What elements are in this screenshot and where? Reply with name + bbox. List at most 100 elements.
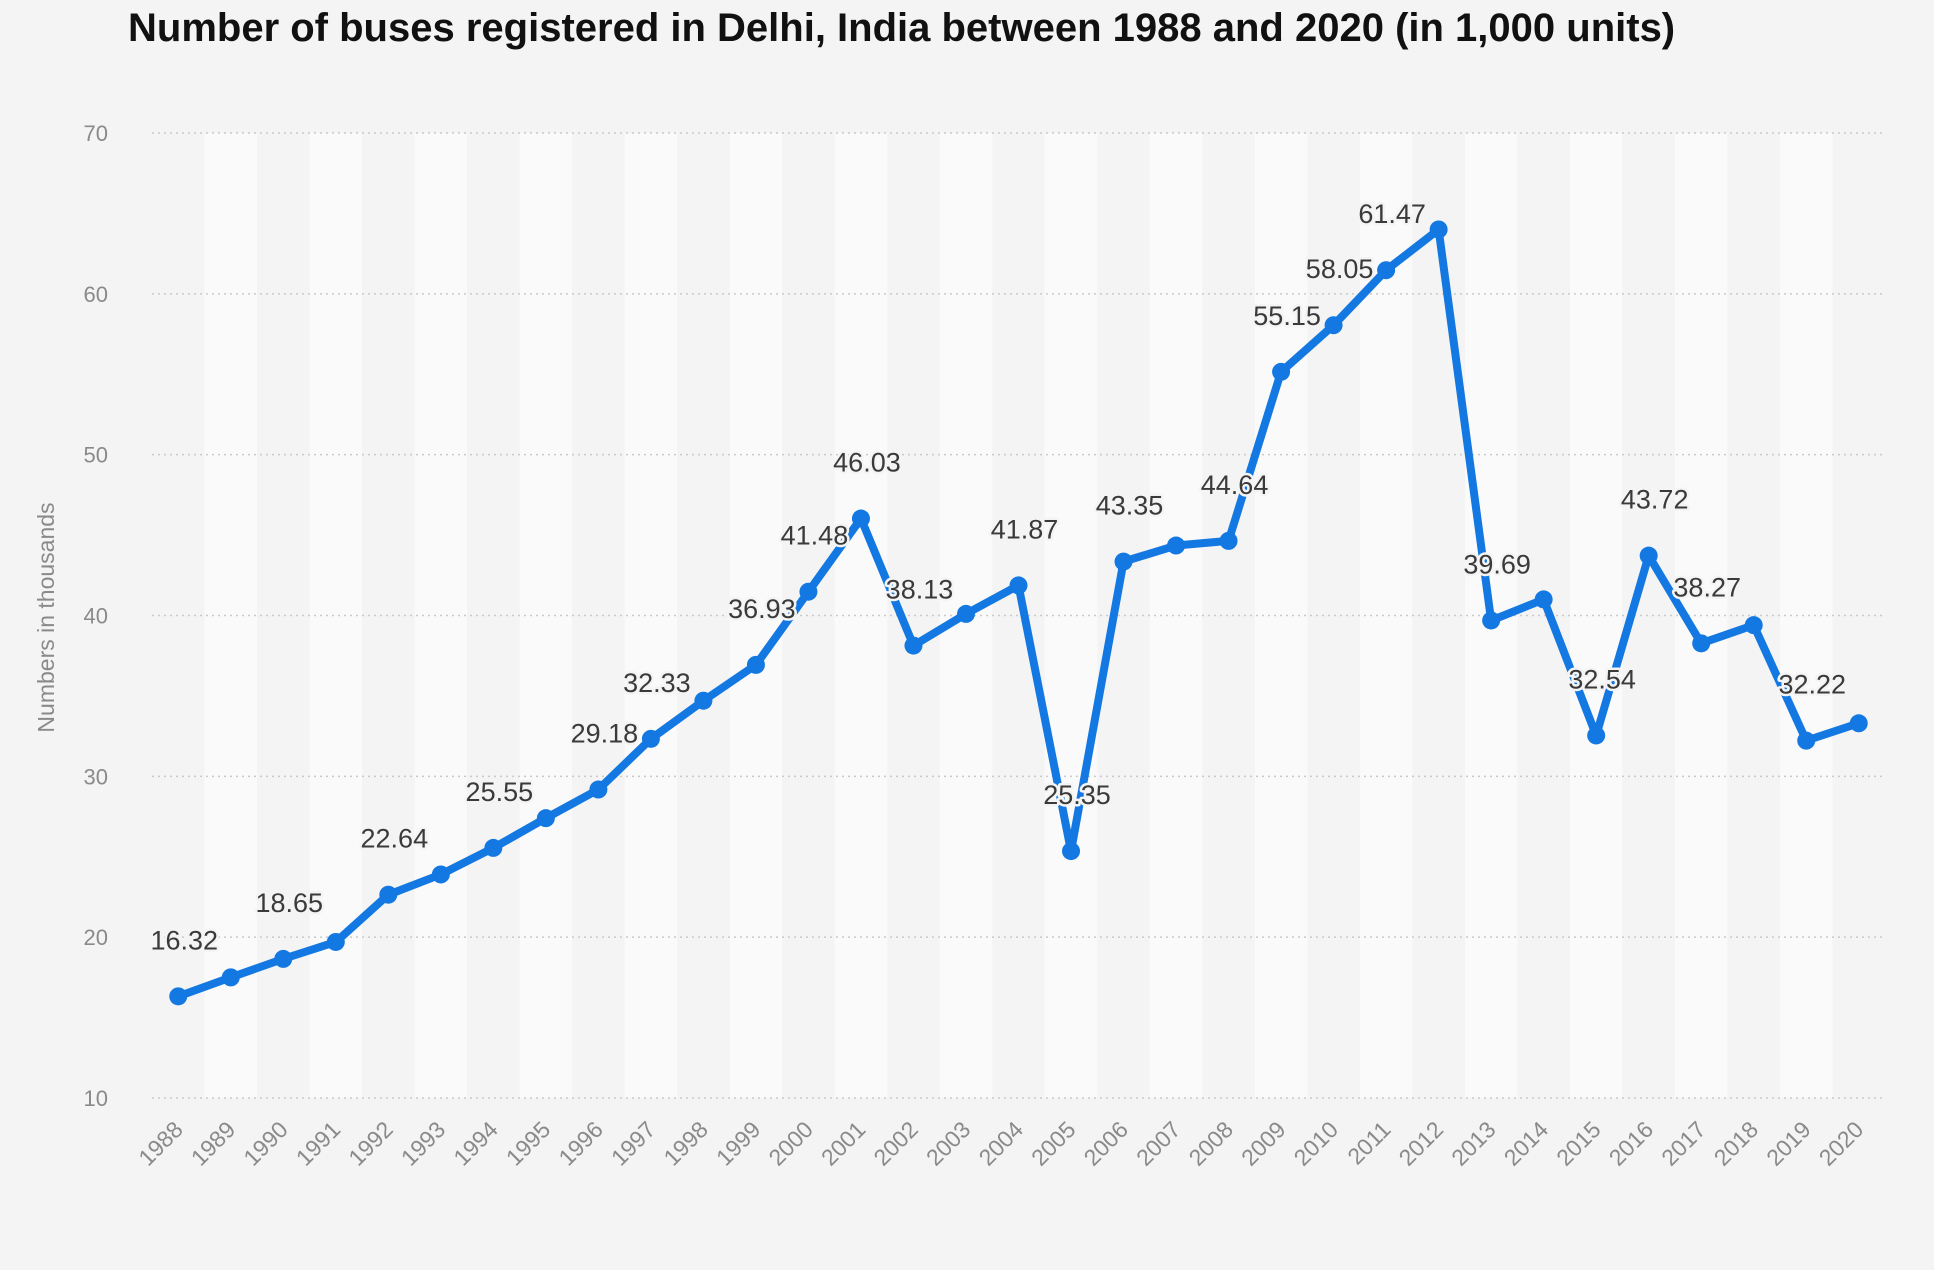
data-point xyxy=(1534,590,1553,609)
y-tick-label: 20 xyxy=(84,925,108,950)
x-tick-label: 2000 xyxy=(763,1116,818,1171)
data-point xyxy=(589,780,608,799)
data-point xyxy=(851,509,870,528)
x-tick-label: 2010 xyxy=(1289,1116,1344,1171)
x-tick-label: 2006 xyxy=(1078,1116,1133,1171)
x-tick-label: 1995 xyxy=(501,1116,556,1171)
y-tick-label: 70 xyxy=(84,121,108,146)
x-tick-label: 2015 xyxy=(1551,1116,1606,1171)
data-point xyxy=(1692,634,1711,653)
data-label: 43.35 xyxy=(1096,491,1164,521)
data-point xyxy=(1639,546,1658,565)
data-label: 43.72 xyxy=(1621,485,1689,515)
x-tick-label: 2014 xyxy=(1499,1116,1554,1171)
data-label: 38.13 xyxy=(886,575,954,605)
data-point xyxy=(1377,261,1396,280)
y-tick-label: 60 xyxy=(84,282,108,307)
data-point xyxy=(904,636,923,655)
x-tick-label: 2013 xyxy=(1446,1116,1501,1171)
data-label: 36.93 xyxy=(728,594,796,624)
data-point xyxy=(694,691,713,710)
data-label: 46.03 xyxy=(833,448,901,478)
column-band xyxy=(1149,133,1203,1098)
x-tick-label: 1998 xyxy=(658,1116,713,1171)
data-label: 41.87 xyxy=(991,514,1059,544)
data-point xyxy=(1429,220,1448,239)
data-point xyxy=(484,838,503,857)
column-band xyxy=(309,133,363,1098)
data-point xyxy=(956,604,975,623)
data-label: 41.48 xyxy=(781,521,849,551)
y-tick-label: 50 xyxy=(84,443,108,468)
data-label: 32.54 xyxy=(1568,664,1636,694)
x-tick-label: 1989 xyxy=(186,1116,241,1171)
x-tick-label: 1997 xyxy=(606,1116,661,1171)
data-point xyxy=(1797,731,1816,750)
x-tick-label: 2012 xyxy=(1394,1116,1449,1171)
data-point xyxy=(1849,714,1868,733)
data-point xyxy=(1587,726,1606,745)
data-label: 25.55 xyxy=(466,777,534,807)
data-label: 55.15 xyxy=(1253,301,1321,331)
x-tick-label: 2005 xyxy=(1026,1116,1081,1171)
x-tick-label: 1990 xyxy=(238,1116,293,1171)
data-point xyxy=(1114,552,1133,571)
data-label: 38.27 xyxy=(1673,572,1741,602)
data-label: 58.05 xyxy=(1306,254,1374,284)
x-tick-label: 1994 xyxy=(448,1116,503,1171)
x-tick-label: 2001 xyxy=(816,1116,871,1171)
x-tick-label: 2018 xyxy=(1709,1116,1764,1171)
data-point xyxy=(746,655,765,674)
data-point xyxy=(1744,616,1763,635)
data-label: 29.18 xyxy=(571,719,639,749)
data-point xyxy=(326,932,345,951)
data-point xyxy=(799,582,818,601)
y-tick-label: 40 xyxy=(84,604,108,629)
x-tick-label: 2008 xyxy=(1184,1116,1239,1171)
data-point xyxy=(1009,576,1028,595)
data-label: 18.65 xyxy=(255,888,323,918)
data-point xyxy=(431,865,450,884)
x-tick-label: 1991 xyxy=(291,1116,346,1171)
data-point xyxy=(1482,611,1501,630)
data-point xyxy=(641,729,660,748)
data-point xyxy=(379,885,398,904)
x-tick-label: 1999 xyxy=(711,1116,766,1171)
x-tick-label: 2009 xyxy=(1236,1116,1291,1171)
x-tick-label: 1988 xyxy=(133,1116,188,1171)
x-tick-label: 2002 xyxy=(868,1116,923,1171)
data-point xyxy=(1324,316,1343,335)
x-tick-label: 2004 xyxy=(973,1116,1028,1171)
data-label: 44.64 xyxy=(1201,470,1269,500)
x-tick-label: 2007 xyxy=(1131,1116,1186,1171)
data-point xyxy=(274,949,293,968)
x-tick-label: 1993 xyxy=(396,1116,451,1171)
column-band xyxy=(729,133,783,1098)
x-tick-label: 2016 xyxy=(1604,1116,1659,1171)
data-label: 25.35 xyxy=(1043,780,1111,810)
data-point xyxy=(1272,362,1291,381)
x-tick-label: 2019 xyxy=(1761,1116,1816,1171)
y-axis-label: Numbers in thousands xyxy=(33,502,59,732)
data-point xyxy=(1167,536,1186,555)
x-tick-label: 2011 xyxy=(1342,1116,1395,1169)
data-label: 32.33 xyxy=(623,668,691,698)
data-point xyxy=(169,987,188,1006)
column-band xyxy=(1779,133,1833,1098)
x-tick-label: 2003 xyxy=(921,1116,976,1171)
data-point xyxy=(1062,842,1081,861)
data-point xyxy=(1219,531,1238,550)
x-tick-label: 1992 xyxy=(343,1116,398,1171)
y-tick-label: 30 xyxy=(84,764,108,789)
data-point xyxy=(536,809,555,828)
data-label: 22.64 xyxy=(361,824,429,854)
data-point xyxy=(221,968,240,987)
x-tick-label: 1996 xyxy=(553,1116,608,1171)
data-label: 16.32 xyxy=(150,925,218,955)
chart-title: Number of buses registered in Delhi, Ind… xyxy=(128,6,1676,50)
data-label: 61.47 xyxy=(1358,199,1426,229)
y-tick-label: 10 xyxy=(84,1086,108,1111)
data-label: 32.22 xyxy=(1778,670,1846,700)
